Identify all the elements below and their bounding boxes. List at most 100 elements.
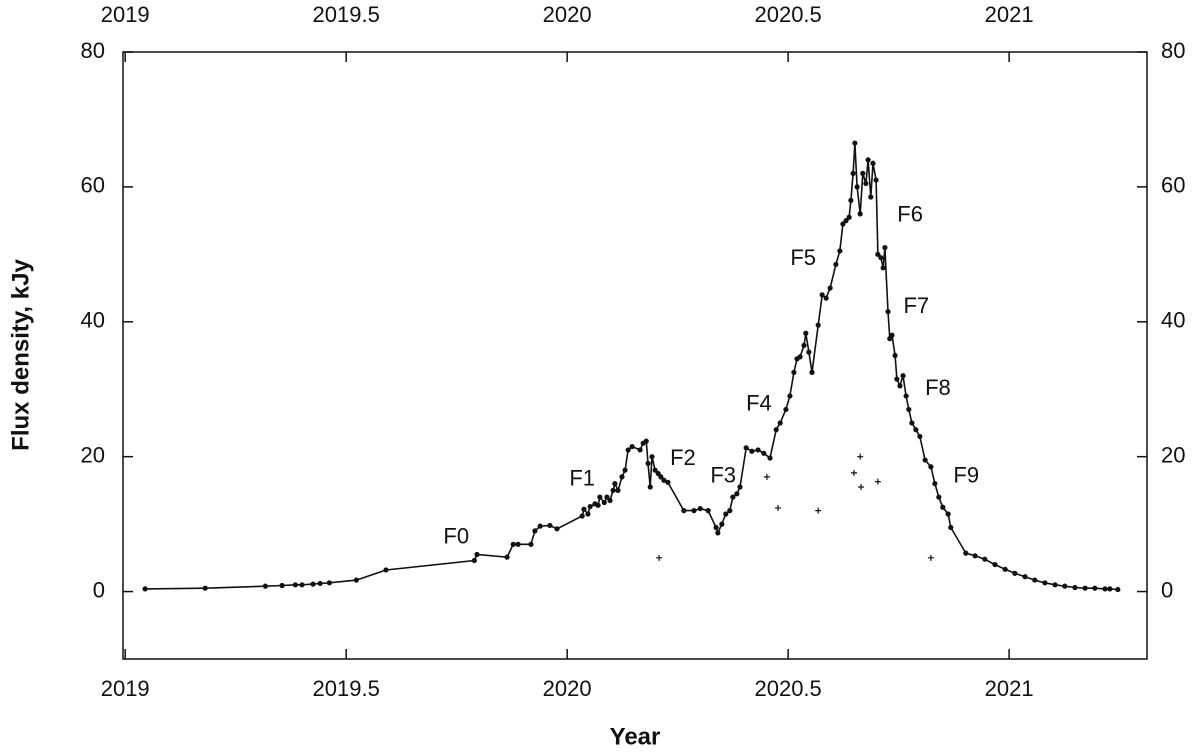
data-point (860, 170, 866, 176)
data-point (982, 556, 988, 562)
data-point (878, 255, 884, 261)
data-point (870, 160, 876, 166)
y-tick-label-right: 20 (1161, 442, 1185, 467)
data-point (906, 406, 912, 413)
annotation: F2 (670, 445, 696, 470)
cross-point (858, 484, 865, 491)
data-point (972, 553, 978, 559)
y-tick-label-right: 40 (1161, 308, 1185, 333)
data-point (767, 455, 773, 461)
data-point (727, 508, 733, 514)
data-point (743, 445, 749, 451)
data-point (1072, 584, 1078, 591)
data-point (142, 586, 148, 592)
data-point (585, 511, 591, 517)
data-point (843, 218, 849, 224)
x-tick-label: 2020 (543, 676, 592, 701)
data-point (317, 580, 323, 587)
data-point (713, 524, 719, 531)
data-point (1092, 585, 1098, 591)
data-point (601, 499, 607, 506)
data-point (474, 551, 480, 558)
y-tick-label: 40 (81, 308, 105, 333)
data-point (1052, 582, 1058, 588)
data-point (880, 265, 886, 271)
cross-point (815, 507, 822, 514)
data-point (823, 295, 829, 301)
cross-point (927, 554, 934, 561)
x-tick-label-top: 2019 (101, 2, 150, 27)
data-point (846, 214, 852, 220)
y-tick-label: 60 (81, 173, 105, 198)
data-point (797, 354, 803, 360)
data-point (737, 484, 743, 490)
data-point (597, 494, 603, 500)
data-point (643, 438, 649, 444)
annotation: F4 (746, 391, 772, 416)
data-point (848, 197, 854, 203)
data-point (873, 177, 879, 183)
data-point (579, 513, 585, 519)
data-point (932, 481, 938, 487)
data-point (803, 330, 809, 336)
data-point (909, 420, 915, 426)
data-point (681, 508, 687, 514)
y-tick-label: 80 (81, 38, 105, 63)
annotation: F0 (443, 523, 469, 548)
data-point (292, 582, 298, 588)
data-point (827, 285, 833, 291)
y-tick-label-right: 80 (1161, 38, 1185, 63)
x-tick-label: 2019 (101, 676, 150, 701)
data-point (1002, 566, 1008, 572)
data-point (777, 420, 783, 426)
data-point (875, 251, 881, 257)
cross-point (850, 469, 857, 476)
data-point (928, 464, 934, 470)
data-point (510, 541, 516, 547)
data-point (1082, 585, 1088, 591)
data-point (850, 170, 856, 176)
data-point (610, 487, 616, 493)
data-point (554, 526, 560, 532)
data-point (279, 582, 285, 589)
data-point (637, 447, 643, 453)
data-point (892, 352, 898, 359)
data-point (622, 467, 628, 473)
data-point (992, 561, 998, 568)
data-point (917, 433, 923, 440)
annotation: F1 (569, 465, 595, 490)
y-tick-label-right: 60 (1161, 173, 1185, 198)
data-point (697, 505, 703, 512)
data-point (791, 369, 797, 375)
data-point (730, 494, 736, 500)
data-point (691, 508, 697, 514)
data-point (913, 427, 919, 433)
data-point (1022, 574, 1028, 580)
data-point (819, 292, 825, 298)
cross-point (763, 473, 770, 480)
data-point (661, 477, 667, 483)
data-point (353, 577, 359, 583)
data-point (865, 157, 871, 163)
data-point (761, 450, 767, 456)
data-point (1012, 570, 1018, 576)
y-tick-label-right: 0 (1161, 577, 1173, 602)
data-point (471, 557, 477, 564)
x-axis-title: Year (610, 723, 661, 750)
data-point (515, 541, 521, 547)
data-point (940, 504, 946, 510)
data-point (882, 244, 888, 251)
cross-point (874, 478, 881, 485)
annotation: F9 (953, 463, 979, 488)
data-point (604, 494, 610, 500)
data-point (532, 528, 538, 534)
data-point (963, 550, 969, 556)
data-point (619, 474, 625, 480)
data-point (647, 484, 653, 490)
annotation: F5 (790, 245, 816, 270)
data-point (783, 406, 789, 413)
x-tick-label: 2021 (985, 676, 1034, 701)
plot-frame (122, 51, 1148, 660)
data-point (625, 447, 631, 453)
